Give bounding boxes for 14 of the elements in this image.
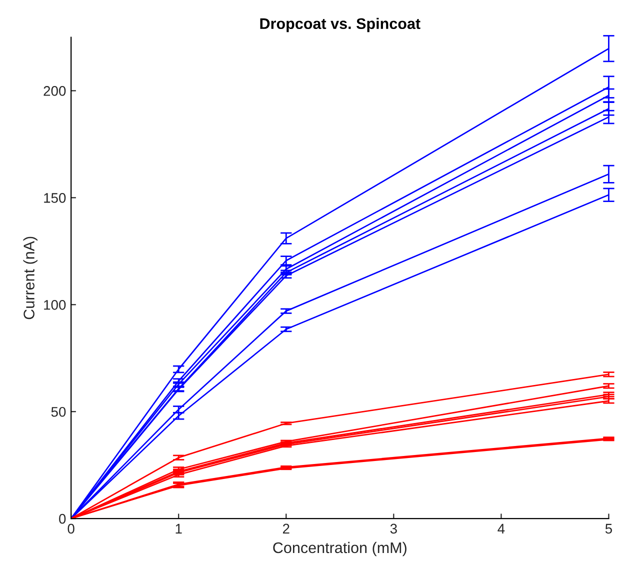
x-tick-label: 3 [390, 524, 397, 534]
y-axis-title: Current (nA) [23, 236, 38, 320]
x-tick-label: 1 [176, 524, 182, 534]
y-tick-label: 0 [59, 514, 66, 524]
x-tick-label: 5 [605, 524, 612, 534]
y-tick-label: 50 [51, 406, 66, 417]
x-axis-title: Concentration (mM) [273, 542, 406, 556]
y-tick-label: 100 [44, 300, 66, 310]
x-tick-label: 2 [282, 524, 290, 534]
y-tick-label: 150 [44, 193, 66, 203]
y-tick-label: 200 [44, 86, 66, 96]
chart-title: Dropcoat vs. Spincoat [260, 18, 420, 32]
x-tick-label: 0 [68, 524, 74, 534]
x-tick-label: 4 [498, 524, 505, 534]
